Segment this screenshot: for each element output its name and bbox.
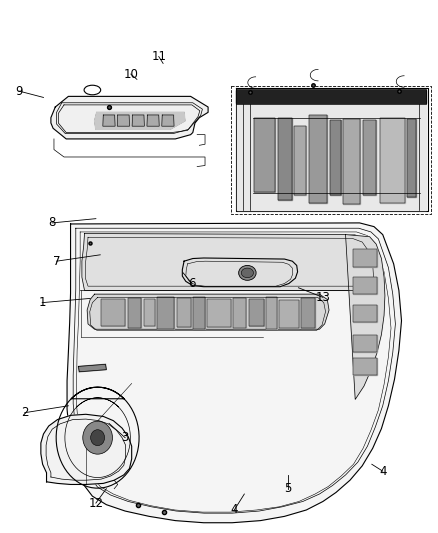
Ellipse shape bbox=[83, 421, 113, 454]
Bar bbox=[101, 300, 125, 326]
Polygon shape bbox=[78, 365, 106, 372]
Text: 4: 4 bbox=[230, 504, 238, 516]
Text: 3: 3 bbox=[121, 431, 129, 444]
Bar bbox=[279, 300, 299, 328]
Bar bbox=[353, 249, 378, 266]
Polygon shape bbox=[346, 235, 385, 399]
Bar bbox=[353, 277, 378, 294]
Bar bbox=[177, 298, 191, 327]
Polygon shape bbox=[41, 414, 132, 484]
Bar bbox=[407, 119, 417, 197]
Text: 9: 9 bbox=[15, 85, 23, 98]
Bar bbox=[144, 300, 155, 326]
Bar bbox=[279, 300, 299, 328]
Bar bbox=[128, 298, 141, 328]
Bar bbox=[237, 103, 426, 209]
Text: 2: 2 bbox=[21, 406, 28, 419]
Polygon shape bbox=[147, 115, 159, 126]
Text: 11: 11 bbox=[151, 50, 166, 63]
Bar bbox=[294, 126, 306, 195]
Bar bbox=[278, 118, 292, 200]
Bar bbox=[308, 115, 327, 203]
Text: 5: 5 bbox=[284, 482, 292, 495]
Bar bbox=[353, 359, 378, 375]
Polygon shape bbox=[51, 96, 208, 139]
Text: 4: 4 bbox=[379, 465, 386, 478]
Text: 12: 12 bbox=[88, 497, 103, 510]
Polygon shape bbox=[103, 115, 115, 126]
Bar bbox=[207, 300, 231, 327]
Bar bbox=[353, 335, 378, 352]
Bar bbox=[266, 297, 277, 329]
Polygon shape bbox=[162, 115, 174, 126]
Bar bbox=[301, 298, 315, 328]
Bar bbox=[330, 120, 341, 195]
Polygon shape bbox=[117, 115, 130, 126]
Bar bbox=[380, 118, 405, 203]
Bar bbox=[254, 118, 275, 192]
Bar bbox=[278, 118, 292, 200]
Bar bbox=[301, 298, 315, 328]
Bar bbox=[343, 119, 360, 204]
Bar bbox=[237, 90, 426, 103]
Bar bbox=[233, 298, 246, 328]
Polygon shape bbox=[67, 223, 402, 523]
Bar bbox=[157, 297, 174, 329]
Bar bbox=[207, 300, 231, 327]
Bar bbox=[177, 298, 191, 327]
Polygon shape bbox=[82, 233, 378, 290]
Bar bbox=[233, 298, 246, 328]
Bar bbox=[308, 115, 327, 203]
Bar bbox=[128, 298, 141, 328]
Bar bbox=[353, 359, 378, 375]
Bar bbox=[343, 119, 360, 204]
Bar bbox=[380, 118, 405, 203]
Bar bbox=[353, 277, 378, 294]
Bar bbox=[254, 118, 275, 192]
Bar bbox=[330, 120, 341, 195]
Ellipse shape bbox=[239, 265, 256, 280]
Bar bbox=[193, 297, 205, 329]
Text: 7: 7 bbox=[53, 255, 60, 268]
Bar bbox=[237, 89, 426, 104]
Polygon shape bbox=[132, 115, 145, 126]
Bar bbox=[249, 300, 264, 326]
Bar bbox=[144, 300, 155, 326]
Bar bbox=[193, 297, 205, 329]
Polygon shape bbox=[87, 294, 329, 329]
Text: 13: 13 bbox=[315, 291, 330, 304]
Text: 6: 6 bbox=[188, 277, 196, 290]
Bar bbox=[353, 249, 378, 266]
Bar bbox=[363, 120, 376, 195]
Bar bbox=[249, 300, 264, 326]
Ellipse shape bbox=[241, 268, 254, 278]
Bar bbox=[294, 126, 306, 195]
Text: 10: 10 bbox=[124, 68, 138, 80]
Bar bbox=[363, 120, 376, 195]
Bar bbox=[407, 119, 417, 197]
Bar bbox=[353, 305, 378, 322]
Bar bbox=[266, 297, 277, 329]
Bar bbox=[101, 300, 125, 326]
Polygon shape bbox=[95, 112, 185, 130]
Bar bbox=[353, 305, 378, 322]
Text: 1: 1 bbox=[39, 296, 46, 309]
Bar bbox=[353, 335, 378, 352]
Ellipse shape bbox=[91, 430, 105, 446]
Text: 8: 8 bbox=[49, 216, 56, 229]
Bar bbox=[157, 297, 174, 329]
Polygon shape bbox=[182, 258, 297, 287]
